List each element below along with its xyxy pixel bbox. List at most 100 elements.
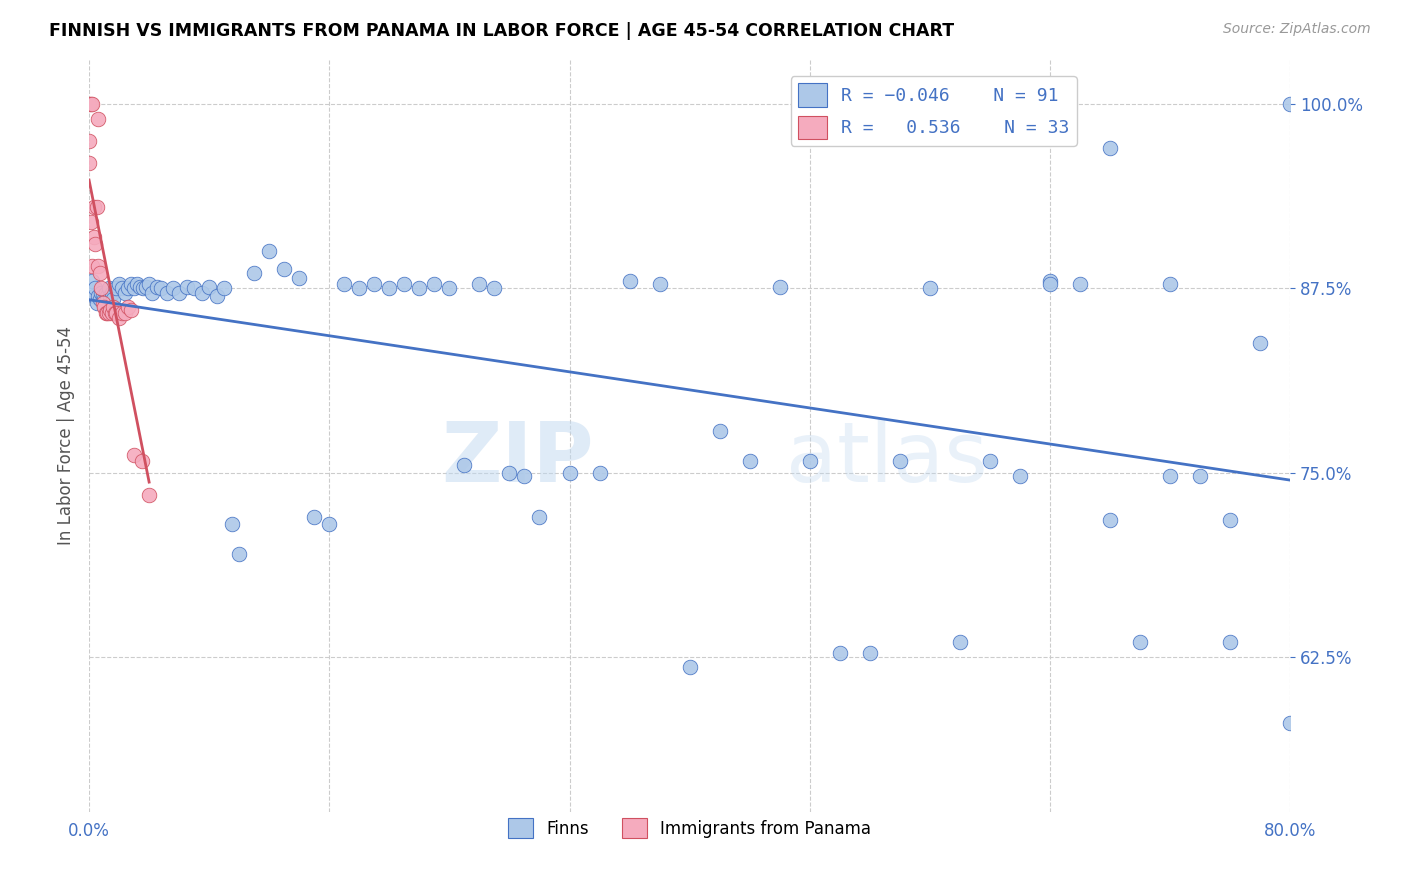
Point: [91, 288, 114, 302]
Point: [1129, 635, 1152, 649]
Point: [89, 267, 111, 281]
Point: [423, 277, 446, 291]
Point: [558, 466, 581, 480]
Point: [79, 96, 101, 111]
Point: [90, 285, 112, 300]
Point: [114, 306, 136, 320]
Point: [889, 454, 911, 468]
Point: [105, 306, 128, 320]
Point: [1159, 277, 1181, 291]
Point: [96, 288, 118, 302]
Point: [108, 310, 131, 325]
Point: [84, 281, 107, 295]
Point: [190, 285, 212, 300]
Point: [949, 635, 972, 649]
Point: [83, 229, 105, 244]
Point: [77, 96, 100, 111]
Point: [86, 296, 108, 310]
Point: [105, 281, 128, 295]
Y-axis label: In Labor Force | Age 45-54: In Labor Force | Age 45-54: [58, 326, 75, 545]
Point: [363, 277, 385, 291]
Point: [408, 281, 430, 295]
Point: [709, 425, 731, 439]
Point: [135, 279, 157, 293]
Point: [138, 488, 160, 502]
Point: [1039, 274, 1062, 288]
Point: [98, 303, 121, 318]
Point: [100, 306, 122, 320]
Point: [619, 274, 641, 288]
Point: [111, 306, 134, 320]
Point: [90, 281, 112, 295]
Point: [83, 288, 105, 302]
Point: [97, 306, 120, 320]
Point: [799, 454, 821, 468]
Point: [205, 288, 228, 302]
Legend: Finns, Immigrants from Panama: Finns, Immigrants from Panama: [501, 811, 879, 845]
Point: [77, 156, 100, 170]
Point: [529, 509, 551, 524]
Text: ZIP: ZIP: [441, 417, 593, 499]
Point: [93, 301, 115, 315]
Point: [117, 281, 139, 295]
Point: [94, 285, 117, 300]
Point: [183, 281, 205, 295]
Point: [198, 279, 221, 293]
Point: [1189, 468, 1212, 483]
Point: [1249, 335, 1271, 350]
Point: [918, 281, 941, 295]
Point: [439, 281, 461, 295]
Point: [1098, 141, 1121, 155]
Point: [86, 200, 108, 214]
Point: [1219, 635, 1241, 649]
Point: [176, 279, 198, 293]
Point: [648, 277, 671, 291]
Point: [87, 259, 110, 273]
Point: [87, 112, 110, 126]
Point: [83, 200, 105, 214]
Point: [120, 303, 142, 318]
Point: [150, 281, 173, 295]
Point: [96, 306, 118, 320]
Point: [738, 454, 761, 468]
Point: [97, 281, 120, 295]
Point: [859, 646, 882, 660]
Text: Source: ZipAtlas.com: Source: ZipAtlas.com: [1223, 22, 1371, 37]
Point: [678, 660, 700, 674]
Point: [145, 279, 167, 293]
Point: [1279, 716, 1302, 731]
Point: [77, 134, 100, 148]
Point: [273, 262, 295, 277]
Point: [84, 237, 107, 252]
Point: [212, 281, 235, 295]
Point: [138, 277, 160, 291]
Point: [484, 281, 506, 295]
Point: [828, 646, 851, 660]
Point: [91, 296, 114, 310]
Point: [94, 306, 117, 320]
Text: atlas: atlas: [786, 417, 987, 499]
Point: [1279, 96, 1302, 111]
Point: [101, 292, 124, 306]
Text: FINNISH VS IMMIGRANTS FROM PANAMA IN LABOR FORCE | AGE 45-54 CORRELATION CHART: FINNISH VS IMMIGRANTS FROM PANAMA IN LAB…: [49, 22, 955, 40]
Point: [498, 466, 520, 480]
Point: [318, 517, 340, 532]
Point: [468, 277, 491, 291]
Point: [127, 277, 149, 291]
Point: [108, 277, 131, 291]
Point: [257, 244, 280, 259]
Point: [333, 277, 356, 291]
Point: [228, 547, 250, 561]
Point: [129, 279, 152, 293]
Point: [117, 301, 139, 315]
Point: [1219, 513, 1241, 527]
Point: [979, 454, 1001, 468]
Point: [1069, 277, 1091, 291]
Point: [1039, 277, 1062, 291]
Point: [104, 306, 127, 320]
Point: [122, 281, 145, 295]
Point: [1098, 513, 1121, 527]
Point: [304, 509, 326, 524]
Point: [162, 281, 184, 295]
Point: [87, 288, 110, 302]
